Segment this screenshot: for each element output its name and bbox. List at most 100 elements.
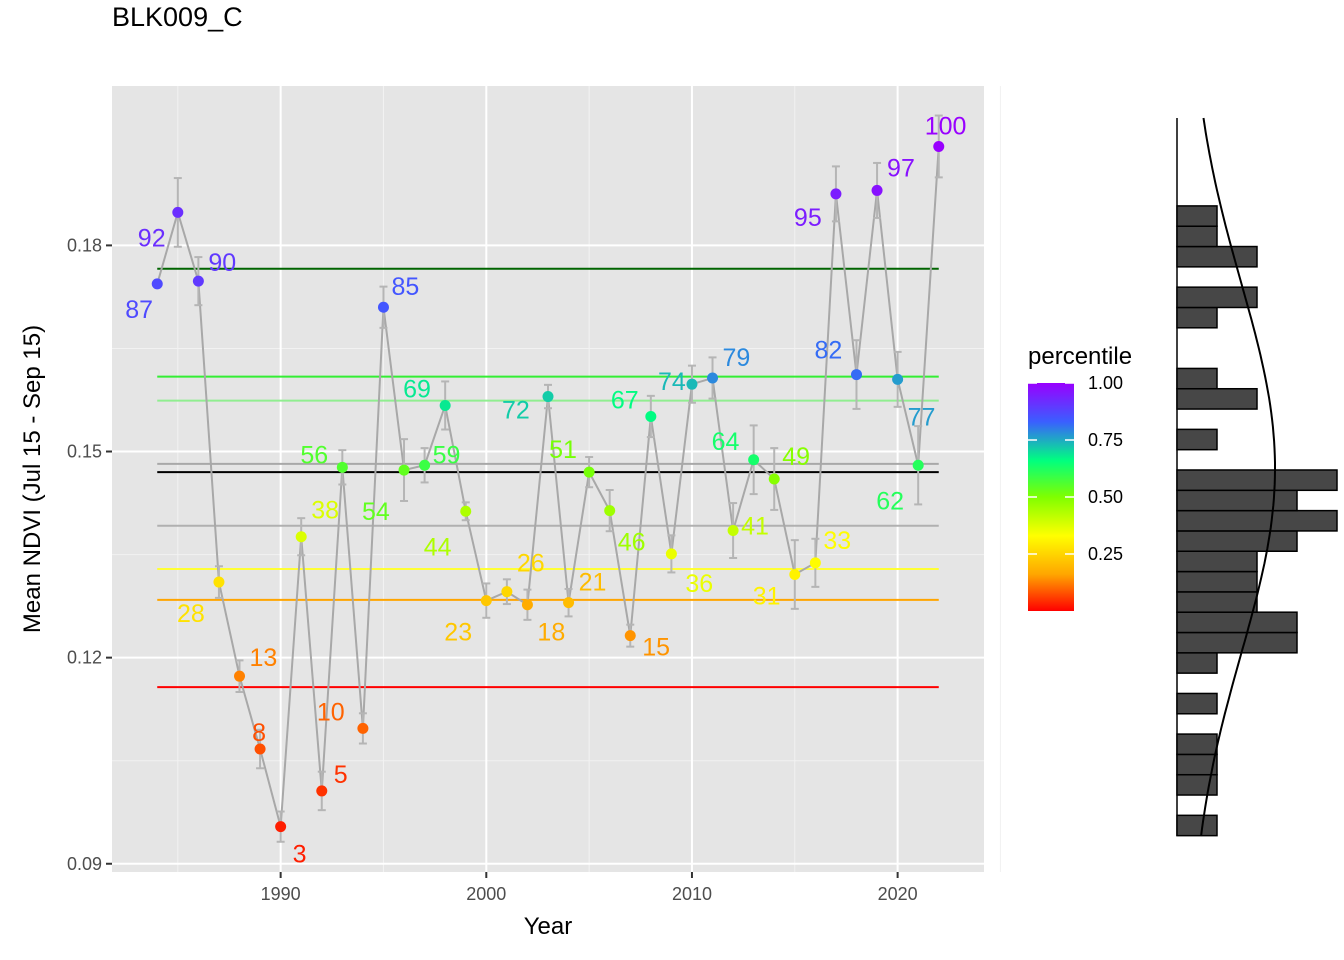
data-point-2002 (521, 599, 533, 611)
data-point-1987 (213, 576, 225, 588)
histogram-bar (1176, 814, 1218, 837)
point-label-2001: 26 (517, 550, 545, 578)
data-point-2007 (624, 630, 636, 642)
point-label-2012: 41 (741, 513, 769, 541)
histogram-bar (1176, 509, 1338, 532)
point-label-2006: 46 (618, 529, 646, 557)
data-point-2014 (768, 473, 780, 485)
data-point-2016 (809, 557, 821, 569)
legend-tick-label: 0.50 (1088, 487, 1123, 507)
histogram-bar (1176, 428, 1218, 451)
y-tick-label: 0.12 (67, 648, 102, 668)
point-label-2021: 62 (876, 487, 904, 515)
data-point-2008 (645, 410, 657, 422)
point-label-1988: 13 (250, 644, 278, 672)
y-tick-label: 0.18 (67, 235, 102, 255)
histogram-bar (1176, 387, 1258, 410)
data-point-1991 (295, 531, 307, 543)
data-point-2006 (604, 505, 616, 517)
data-point-2017 (830, 188, 842, 200)
point-label-2022: 100 (925, 112, 967, 140)
point-label-1986: 90 (208, 249, 236, 277)
histogram-bar (1176, 591, 1258, 613)
data-point-2021 (912, 459, 924, 471)
point-label-2010: 74 (658, 368, 686, 396)
point-label-1997: 59 (433, 441, 461, 469)
point-label-1996: 54 (362, 498, 390, 526)
histogram-bar (1176, 286, 1258, 309)
x-tick-label: 2000 (466, 884, 506, 904)
data-point-1990 (275, 821, 287, 833)
data-point-1992 (316, 785, 328, 797)
point-label-2000: 23 (444, 619, 472, 647)
y-tick-label: 0.15 (67, 442, 102, 462)
data-point-1997 (419, 459, 431, 471)
point-label-2005: 51 (549, 436, 577, 464)
point-label-1994: 10 (317, 698, 345, 726)
x-tick-label: 1990 (261, 884, 301, 904)
data-point-1984 (151, 278, 163, 290)
histogram-bar (1176, 530, 1298, 553)
data-point-2012 (727, 525, 739, 537)
data-point-1988 (234, 670, 246, 682)
point-label-1989: 8 (252, 719, 266, 747)
data-point-2001 (501, 586, 513, 598)
percentile-legend: percentile 1.00 0.75 0.50 0.25 (1028, 343, 1132, 611)
point-label-2016: 33 (823, 527, 851, 555)
histogram-bar (1176, 631, 1298, 654)
data-point-1994 (357, 722, 369, 734)
legend-tick-label: 0.25 (1088, 544, 1123, 564)
data-point-2005 (583, 466, 595, 478)
histogram-bar (1176, 225, 1218, 248)
data-point-1986 (192, 275, 204, 287)
point-label-2002: 18 (537, 619, 565, 647)
histogram-bar (1176, 692, 1218, 715)
histogram-bar (1176, 245, 1258, 268)
series-layer: 87 92 90 28 13 8 3 38 5 56 10 85 54 59 69 44 23 26 18 72 21 5… (125, 112, 966, 868)
point-label-1999: 44 (424, 533, 452, 561)
data-point-1998 (439, 399, 451, 411)
data-point-2003 (542, 391, 554, 403)
point-label-2020: 77 (908, 403, 936, 431)
point-label-2015: 31 (753, 583, 781, 611)
legend-tick-label: 0.75 (1088, 430, 1123, 450)
data-point-2019 (871, 184, 883, 196)
histogram-bar (1176, 469, 1338, 492)
ndvi-histogram (1176, 117, 1338, 837)
point-label-1984: 87 (125, 296, 153, 324)
point-label-1995: 85 (391, 273, 419, 301)
point-label-2017: 95 (794, 204, 822, 232)
point-label-2019: 97 (887, 154, 915, 182)
histogram-bar (1176, 367, 1218, 390)
data-point-2000 (480, 595, 492, 607)
histogram-bar (1176, 570, 1258, 593)
data-point-2004 (563, 597, 575, 609)
data-point-2020 (892, 373, 904, 385)
data-point-2010 (686, 378, 698, 390)
data-point-1993 (336, 461, 348, 473)
data-point-2015 (789, 569, 801, 581)
histogram-bar (1176, 550, 1258, 573)
x-tick-label: 2010 (672, 884, 712, 904)
point-label-1991: 38 (311, 497, 339, 525)
y-tick-label: 0.09 (67, 854, 102, 874)
data-point-1999 (460, 505, 472, 517)
point-label-2009: 36 (685, 570, 713, 598)
y-axis-label: Mean NDVI (Jul 15 - Sep 15) (19, 325, 46, 633)
data-point-1995 (377, 301, 389, 313)
data-point-2009 (665, 548, 677, 560)
data-point-2013 (748, 454, 760, 466)
point-label-1985: 92 (138, 224, 166, 252)
histogram-bar (1176, 652, 1218, 674)
point-label-1993: 56 (300, 441, 328, 469)
point-label-2008: 67 (611, 386, 639, 414)
point-label-2007: 15 (642, 634, 670, 662)
density-curve (1200, 117, 1276, 837)
data-point-1985 (172, 206, 184, 218)
histogram-bar (1176, 306, 1218, 329)
data-point-2022 (933, 140, 945, 152)
histogram-bar (1176, 611, 1298, 634)
histogram-bar (1176, 733, 1218, 756)
point-label-1987: 28 (177, 600, 205, 628)
